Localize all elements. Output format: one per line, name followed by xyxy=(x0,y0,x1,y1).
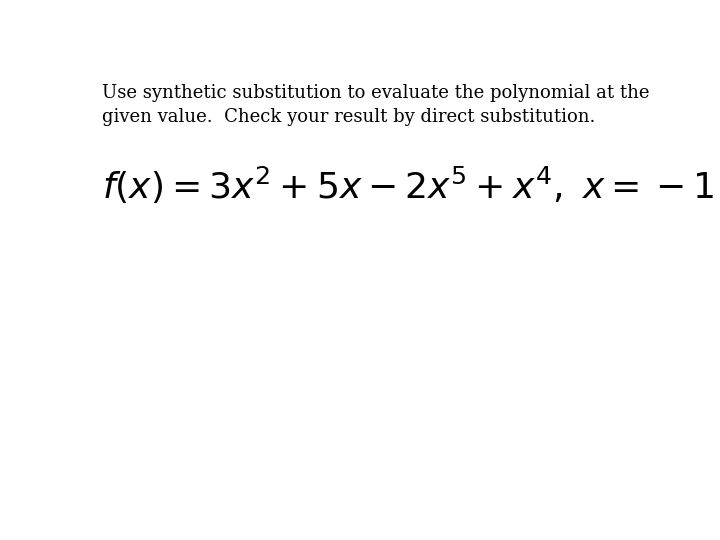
Text: Use synthetic substitution to evaluate the polynomial at the: Use synthetic substitution to evaluate t… xyxy=(102,84,649,102)
Text: given value.  Check your result by direct substitution.: given value. Check your result by direct… xyxy=(102,109,595,126)
Text: $f(x) = 3x^2 + 5x - 2x^5 + x^4, \ x = -1$: $f(x) = 3x^2 + 5x - 2x^5 + x^4, \ x = -1… xyxy=(102,165,714,206)
